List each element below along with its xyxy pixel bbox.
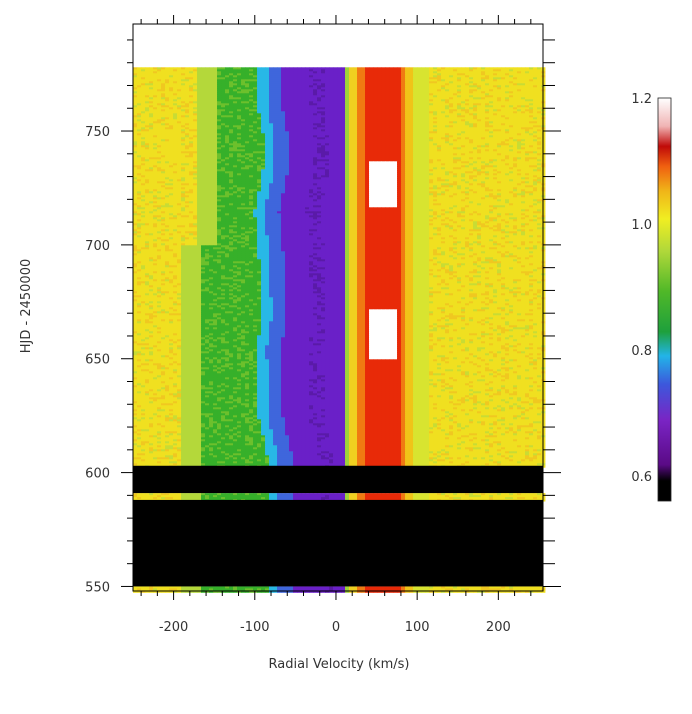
plot-area [133, 67, 545, 593]
